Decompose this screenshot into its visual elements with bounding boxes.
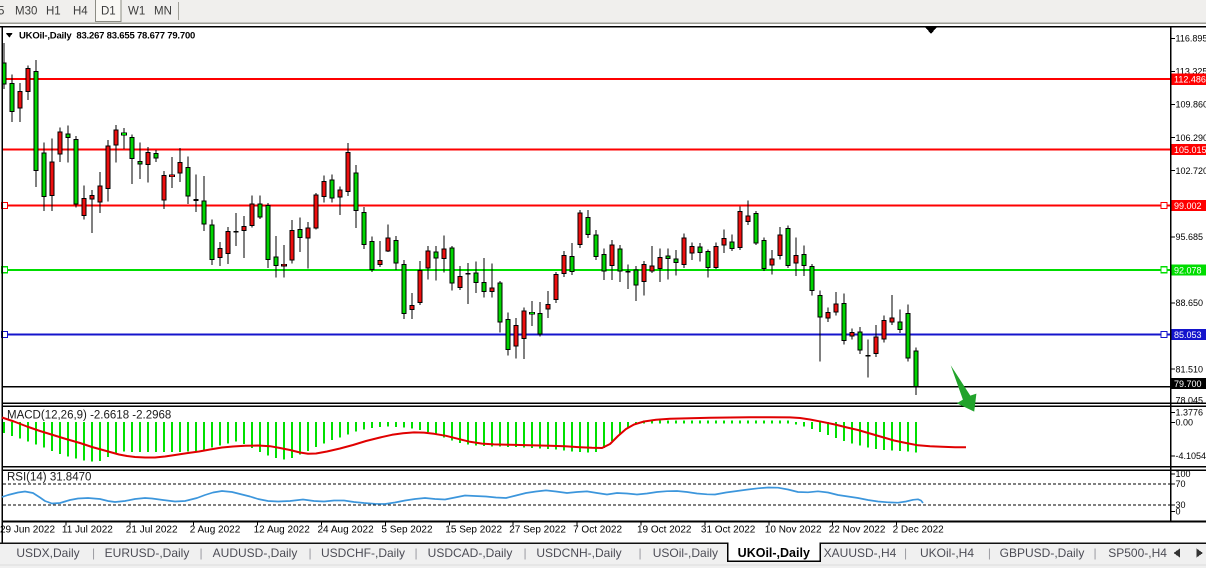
svg-text:21 Jul 2022: 21 Jul 2022 [126,525,178,536]
svg-text:|: | [92,546,95,560]
svg-text:USDCHF-,Daily: USDCHF-,Daily [321,546,405,560]
svg-text:7 Oct 2022: 7 Oct 2022 [573,525,622,536]
svg-text:70: 70 [1176,479,1186,489]
svg-text:109.860: 109.860 [1176,100,1206,110]
svg-text:|: | [308,546,311,560]
svg-text:0.00: 0.00 [1176,418,1194,428]
svg-text:2 Aug 2022: 2 Aug 2022 [190,525,241,536]
svg-text:100: 100 [1176,469,1191,479]
svg-text:11 Jul 2022: 11 Jul 2022 [62,525,113,536]
svg-text:19 Oct 2022: 19 Oct 2022 [637,525,692,536]
svg-text:H4: H4 [73,6,88,18]
svg-text:99.002: 99.002 [1174,201,1202,211]
svg-text:31 Oct 2022: 31 Oct 2022 [701,525,756,536]
svg-text:UKOil-,H4: UKOil-,H4 [920,546,974,560]
svg-text:UKOil-,Daily 83.267 83.655 78: UKOil-,Daily 83.267 83.655 78.677 79.700 [19,31,195,42]
svg-text:81.510: 81.510 [1176,364,1204,374]
svg-text:12 Aug 2022: 12 Aug 2022 [254,525,311,536]
svg-text:|: | [1093,546,1096,560]
svg-text:112.486: 112.486 [1174,75,1206,85]
svg-text:92.078: 92.078 [1174,265,1202,275]
svg-text:95.685: 95.685 [1176,232,1204,242]
svg-text:|: | [523,546,526,560]
svg-text:USDCAD-,Daily: USDCAD-,Daily [428,546,513,560]
svg-text:113.325: 113.325 [1176,67,1206,77]
svg-text:RSI(14) 31.8470: RSI(14) 31.8470 [7,472,91,484]
svg-text:85.053: 85.053 [1174,330,1202,340]
svg-text:105.015: 105.015 [1174,145,1206,155]
svg-text:116.895: 116.895 [1176,34,1206,44]
svg-text:30: 30 [1176,500,1186,510]
svg-text:|: | [988,546,991,560]
svg-text:15 Sep 2022: 15 Sep 2022 [445,525,502,536]
svg-text:27 Sep 2022: 27 Sep 2022 [509,525,566,536]
svg-text:USDX,Daily: USDX,Daily [16,546,79,560]
svg-text:EURUSD-,Daily: EURUSD-,Daily [105,546,190,560]
svg-text:H1: H1 [46,6,61,18]
svg-text:GBPUSD-,Daily: GBPUSD-,Daily [1000,546,1085,560]
svg-text:|: | [414,546,417,560]
svg-text:102.720: 102.720 [1176,166,1206,176]
svg-text:D1: D1 [101,6,116,18]
svg-text:USDCNH-,Daily: USDCNH-,Daily [536,546,621,560]
svg-text:2 Dec 2022: 2 Dec 2022 [893,525,945,536]
svg-text:88.650: 88.650 [1176,298,1204,308]
svg-text:1.3776: 1.3776 [1176,408,1204,418]
svg-text:106.290: 106.290 [1176,133,1206,143]
svg-text:|: | [199,546,202,560]
svg-text:-4.1054: -4.1054 [1176,451,1206,461]
svg-text:79.700: 79.700 [1174,379,1202,389]
svg-text:UKOil-,Daily: UKOil-,Daily [738,546,810,560]
svg-text:24 Aug 2022: 24 Aug 2022 [318,525,375,536]
svg-text:W1: W1 [128,6,145,18]
svg-text:22 Nov 2022: 22 Nov 2022 [829,525,886,536]
svg-text:SP500-,H4: SP500-,H4 [1108,546,1167,560]
svg-text:|: | [904,546,907,560]
svg-text:|: | [638,546,641,560]
svg-text:AUDUSD-,Daily: AUDUSD-,Daily [213,546,298,560]
svg-text:10 Nov 2022: 10 Nov 2022 [765,525,822,536]
svg-text:5 Sep 2022: 5 Sep 2022 [381,525,433,536]
svg-text:M30: M30 [15,6,37,18]
svg-text:MN: MN [154,6,172,18]
svg-text:78.045: 78.045 [1176,396,1204,406]
svg-text:MACD(12,26,9) -2.6618 -2.2968: MACD(12,26,9) -2.6618 -2.2968 [7,410,171,422]
svg-text:XAUUSD-,H4: XAUUSD-,H4 [824,546,897,560]
svg-text:USOil-,Daily: USOil-,Daily [653,546,718,560]
svg-text:29 Jun 2022: 29 Jun 2022 [0,525,55,536]
svg-text:5: 5 [0,6,4,18]
svg-text:0: 0 [1176,507,1181,517]
